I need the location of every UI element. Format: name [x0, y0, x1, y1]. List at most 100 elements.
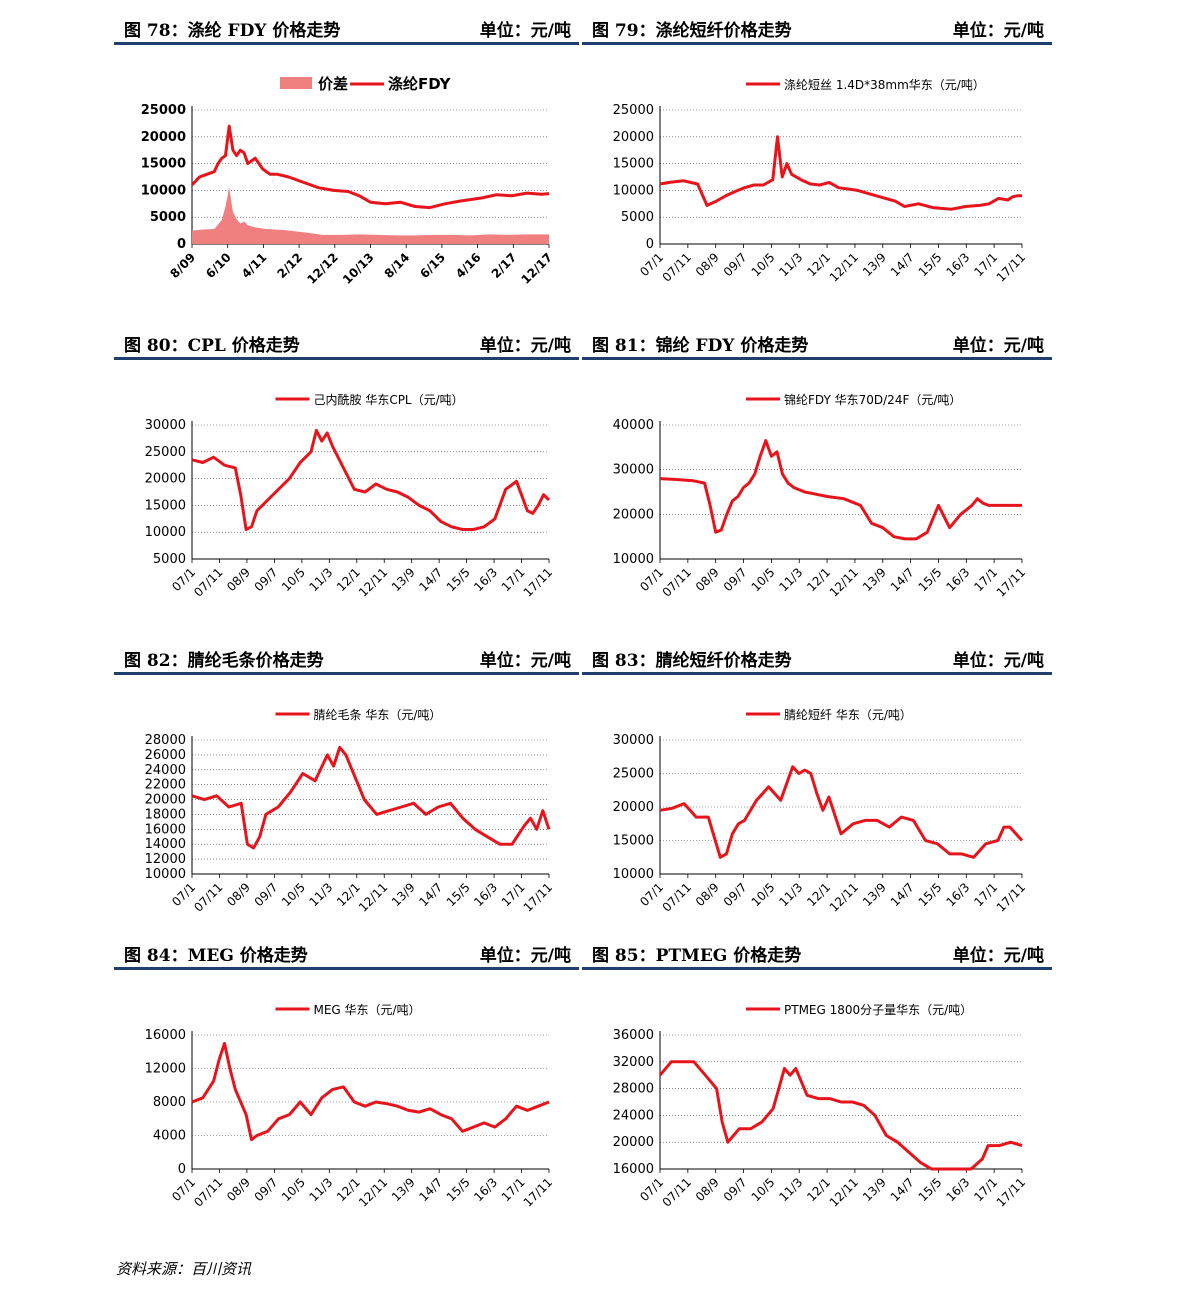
legend-label: 己内酰胺 华东CPL（元/吨）	[314, 393, 464, 407]
y-tick-label: 12000	[145, 1062, 186, 1077]
x-tick-label: 11/3	[776, 565, 805, 594]
x-tick-label: 07/11	[191, 1175, 225, 1209]
panel-header: 图 83：腈纶短纤价格走势 单位：元/吨	[582, 642, 1052, 675]
x-tick-label: 09/7	[721, 880, 750, 909]
legend-label: MEG 华东（元/吨）	[314, 1003, 421, 1017]
x-tick-label: 12/17	[519, 250, 556, 287]
y-tick-label: 10000	[613, 867, 654, 882]
x-tick-label: 10/5	[279, 565, 308, 594]
y-tick-label: 5000	[150, 210, 186, 225]
y-tick-label: 20000	[145, 472, 186, 487]
y-tick-label: 20000	[613, 800, 654, 815]
y-tick-label: 20000	[613, 130, 654, 145]
x-tick-label: 15/5	[916, 565, 945, 594]
series-line	[659, 765, 1024, 859]
panel-title: 图 78：涤纶 FDY 价格走势	[124, 21, 341, 41]
x-tick-label: 14/7	[888, 880, 917, 909]
y-tick-label: 20000	[613, 507, 654, 522]
x-tick-label: 16/3	[943, 565, 972, 594]
x-tick-label: 17/11	[994, 880, 1028, 914]
panel-fig81: 图 81：锦纶 FDY 价格走势 单位：元/吨 10000 20000 30000 4…	[582, 327, 1052, 627]
x-tick-label: 15/5	[444, 565, 473, 594]
y-tick-label: 30000	[613, 463, 654, 478]
legend-swatch	[280, 77, 312, 89]
x-tick-label: 15/5	[444, 1175, 473, 1204]
x-tick-label: 10/13	[340, 250, 377, 287]
legend-label: 锦纶FDY 华东70D/24F（元/吨）	[784, 393, 961, 407]
x-tick-label: 17/11	[994, 250, 1028, 284]
x-tick-label: 13/9	[860, 250, 889, 279]
x-tick-label: 17/11	[521, 1175, 555, 1209]
y-tick-label: 25000	[613, 767, 654, 782]
y-tick-label: 30000	[613, 733, 654, 748]
y-tick-label: 15000	[613, 834, 654, 849]
y-tick-label: 18000	[145, 807, 186, 822]
y-tick-label: 22000	[145, 778, 186, 793]
y-tick-label: 24000	[145, 763, 186, 778]
x-tick-label: 16/3	[943, 250, 972, 279]
x-tick-label: 10/5	[749, 250, 778, 279]
y-tick-label: 5000	[621, 210, 654, 225]
x-tick-label: 10/5	[749, 880, 778, 909]
panel-fig84: 图 84：MEG 价格走势 单位：元/吨 0 4000 8000 12000 16000…	[114, 937, 579, 1237]
chart-fig80: 5000100001500020000250003000007/107/1108…	[145, 393, 555, 600]
x-tick-label: 8/14	[382, 250, 413, 281]
x-tick-label: 16/3	[471, 1175, 500, 1204]
y-tick-label: 24000	[613, 1108, 654, 1123]
panel-fig85: 图 85：PTMEG 价格走势 单位：元/吨 16000 20000 24000 28…	[582, 937, 1052, 1237]
x-tick-label: 17/11	[994, 565, 1028, 599]
y-tick-label: 10000	[613, 552, 654, 567]
y-tick-label: 4000	[153, 1129, 186, 1144]
x-tick-label: 07/11	[660, 880, 694, 914]
panel-unit: 单位：元/吨	[479, 21, 571, 41]
y-tick-label: 25000	[613, 103, 654, 118]
chart-fig83: 100001500020000250003000007/107/1108/909…	[613, 708, 1028, 915]
x-tick-label: 14/7	[416, 1175, 445, 1204]
x-tick-label: 13/9	[860, 880, 889, 909]
x-tick-label: 09/7	[252, 880, 281, 909]
chart-fig85: 16000200002400028000320003600007/107/110…	[613, 1003, 1028, 1210]
x-tick-label: 08/9	[224, 1175, 253, 1204]
panel-header: 图 84：MEG 价格走势 单位：元/吨	[114, 937, 579, 970]
panel-fig78: 图 78：涤纶 FDY 价格走势 单位：元/吨 0 5000 10000 15000 2…	[114, 12, 579, 312]
chart-fig82: 1000012000140001600018000200002200024000…	[145, 708, 555, 915]
x-tick-label: 07/11	[191, 565, 225, 599]
panel-title: 图 82：腈纶毛条价格走势	[124, 651, 324, 671]
y-tick-label: 40000	[613, 418, 654, 433]
y-tick-label: 30000	[145, 418, 186, 433]
y-tick-label: 10000	[145, 525, 186, 540]
y-tick-label: 25000	[141, 103, 186, 118]
panel-unit: 单位：元/吨	[952, 336, 1044, 356]
series-line	[191, 745, 551, 850]
source-note: 资料来源：百川资讯	[116, 1260, 252, 1278]
x-tick-label: 13/9	[389, 880, 418, 909]
x-tick-label: 11/3	[776, 1175, 805, 1204]
panel-fig83: 图 83：腈纶短纤价格走势 单位：元/吨 10000 15000 20000 2500…	[582, 642, 1052, 942]
x-tick-label: 2/12	[275, 250, 306, 281]
y-tick-label: 28000	[145, 733, 186, 748]
x-tick-label: 13/9	[860, 1175, 889, 1204]
y-tick-label: 14000	[145, 837, 186, 852]
panel-title: 图 84：MEG 价格走势	[124, 946, 308, 966]
x-tick-label: 15/5	[916, 250, 945, 279]
y-tick-label: 5000	[153, 552, 186, 567]
x-tick-label: 6/10	[203, 250, 234, 281]
x-tick-label: 08/9	[224, 565, 253, 594]
x-tick-label: 11/3	[776, 880, 805, 909]
x-tick-label: 08/9	[224, 880, 253, 909]
x-tick-label: 08/9	[693, 565, 722, 594]
x-tick-label: 14/7	[888, 250, 917, 279]
x-tick-label: 08/9	[693, 250, 722, 279]
panel-title: 图 83：腈纶短纤价格走势	[592, 651, 792, 671]
x-tick-label: 14/7	[888, 1175, 917, 1204]
y-tick-label: 36000	[613, 1028, 654, 1043]
panel-header: 图 78：涤纶 FDY 价格走势 单位：元/吨	[114, 12, 579, 45]
x-tick-label: 14/7	[416, 880, 445, 909]
x-tick-label: 12/11	[827, 880, 861, 914]
x-tick-label: 14/7	[416, 565, 445, 594]
legend-label: 涤纶短丝 1.4D*38mm华东（元/吨）	[784, 78, 985, 92]
x-tick-label: 8/09	[167, 250, 198, 281]
panel-title: 图 81：锦纶 FDY 价格走势	[592, 336, 809, 356]
y-tick-label: 16000	[613, 1162, 654, 1177]
y-tick-label: 10000	[141, 183, 186, 198]
